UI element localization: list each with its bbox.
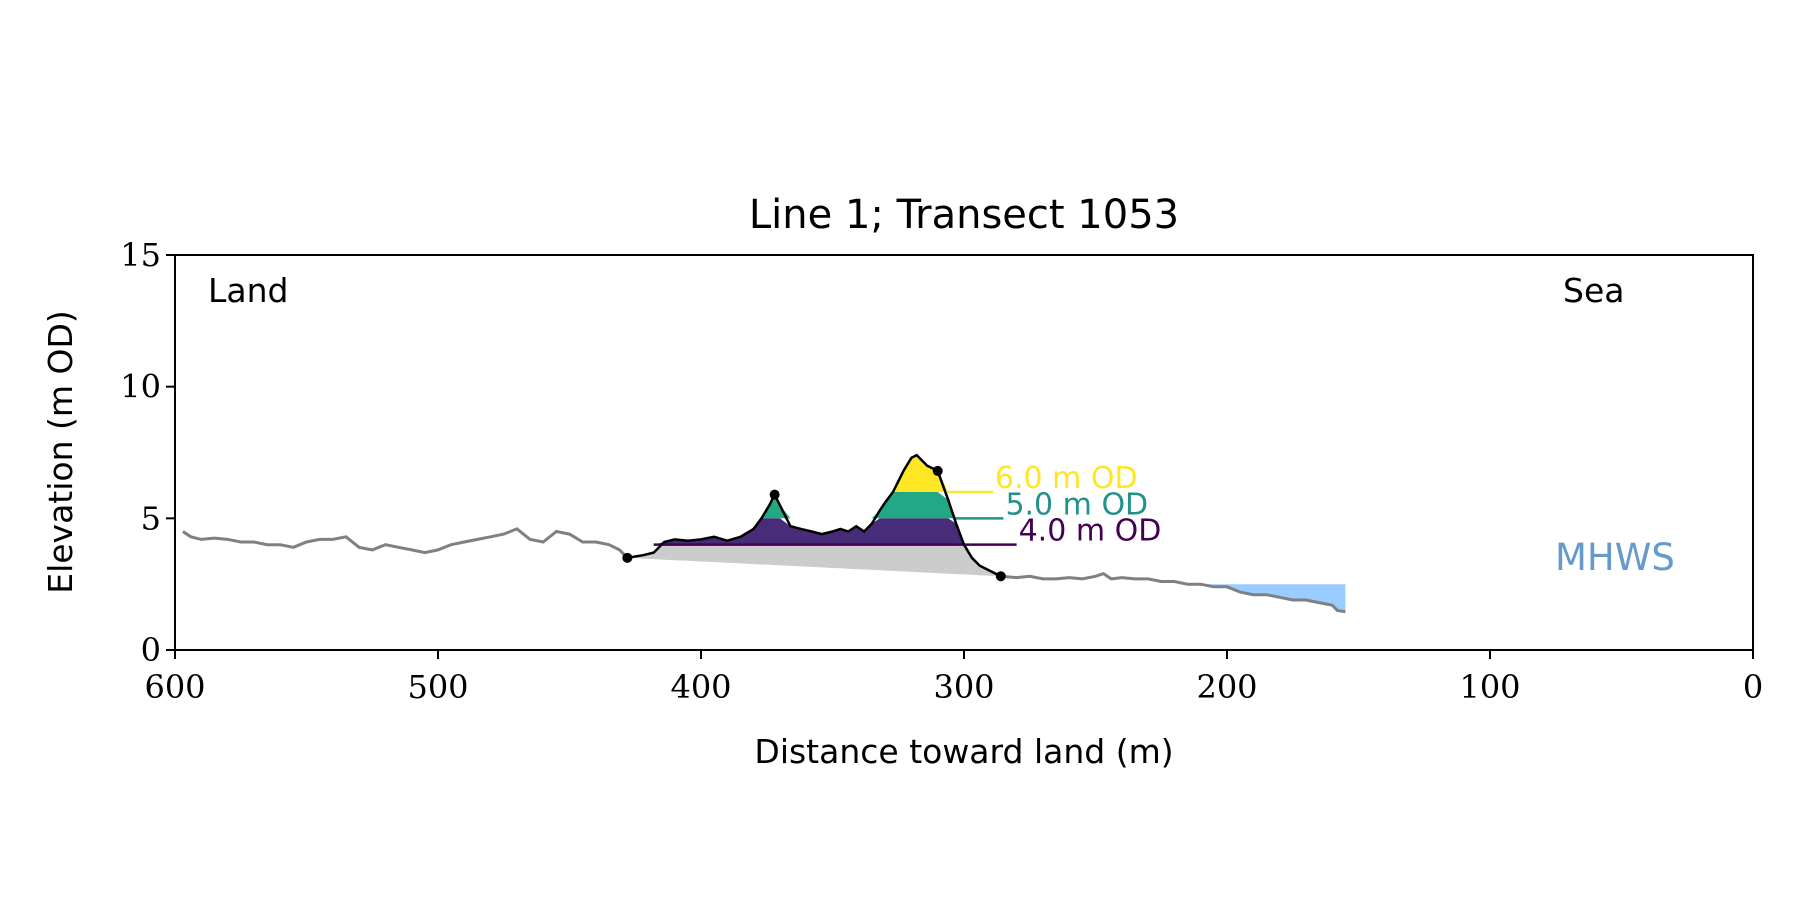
x-tick-label: 300	[933, 668, 994, 706]
x-tick-label: 200	[1196, 668, 1257, 706]
marker-layer	[622, 465, 1006, 582]
x-axis-label: Distance toward land (m)	[754, 732, 1173, 771]
y-axis-label: Elevation (m OD)	[41, 310, 80, 594]
level-label: 5.0 m OD	[1005, 487, 1148, 522]
dune-peak-landward	[769, 489, 780, 500]
dune-toe-seaward	[995, 571, 1006, 582]
x-tick-label: 100	[1459, 668, 1520, 706]
sea-label: Sea	[1563, 271, 1624, 310]
mhws-label: MHWS	[1555, 536, 1675, 579]
landward-profile-line	[182, 527, 629, 559]
x-tick-label: 0	[1743, 668, 1763, 706]
y-tick-label: 15	[120, 236, 161, 274]
y-tick-label: 5	[141, 499, 161, 537]
seaward-profile-line	[1000, 571, 1346, 614]
x-tick-label: 500	[407, 668, 468, 706]
y-ticks: 0 5 10 15	[120, 236, 175, 669]
level-label: 6.0 m OD	[995, 461, 1138, 496]
land-label: Land	[208, 271, 288, 310]
level-band-5	[627, 492, 1001, 519]
x-ticks: 600 500 400 300 200 100 0	[144, 650, 1763, 706]
chart-title: Line 1; Transect 1053	[749, 192, 1179, 238]
x-tick-label: 600	[144, 668, 205, 706]
fill-layer	[627, 455, 1346, 612]
line-layer	[182, 453, 1346, 614]
x-tick-label: 400	[670, 668, 731, 706]
toe-area-fill	[627, 544, 1001, 577]
level-label: 4.0 m OD	[1019, 514, 1162, 549]
dune-crest	[932, 465, 943, 476]
dune-toe-landward	[622, 552, 633, 563]
level-band-6	[627, 455, 1001, 492]
mhws-water-fill	[1187, 584, 1346, 612]
y-tick-label: 0	[141, 631, 161, 669]
annotation-labels: 4.0 m OD5.0 m OD6.0 m OD	[995, 461, 1161, 549]
y-tick-label: 10	[120, 368, 161, 406]
dune-profile-line	[627, 453, 1002, 578]
level-band-4	[627, 518, 1001, 545]
